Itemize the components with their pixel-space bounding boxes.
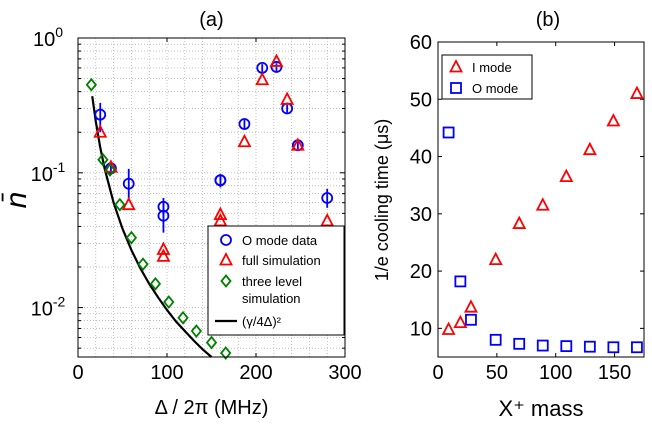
panel-b-point-square [465, 313, 477, 326]
panel-b-y-tick-label: 40 [410, 147, 432, 169]
panel-b-y-tick-label: 30 [410, 204, 432, 226]
panel-a-point-triangle [156, 241, 171, 255]
panel-a-point-triangle [255, 71, 270, 86]
panel-b-point-triangle [559, 168, 574, 182]
panel-a-title: (a) [199, 9, 223, 31]
panel-a-point-circle [94, 108, 107, 121]
panel-a-y-tick-label: 10-1 [31, 159, 66, 186]
panel-b-point-triangle [488, 251, 503, 266]
panel-a-point-diamond [205, 335, 218, 350]
panel-a-axes-box [77, 37, 346, 358]
panel-b-legend-marker [449, 59, 463, 73]
panel-a-point-diamond [220, 346, 232, 360]
panel-a-legend-label: O mode data [242, 233, 318, 248]
panel-a-legend-marker [219, 252, 233, 266]
panel-b-point-square [583, 340, 596, 353]
panel-a-point-diamond [149, 276, 162, 291]
panel-b-point-triangle [606, 113, 621, 127]
panel-a-legend-marker [220, 234, 232, 246]
panel-a-point-diamond [163, 295, 175, 309]
panel-a-point-diamond [104, 163, 116, 177]
panel-b-legend-label: I mode [472, 60, 512, 75]
panel-a-point-circle [238, 118, 251, 130]
panel-a-y-tick-label: 10-2 [31, 294, 66, 321]
panel-a-point-circle [157, 209, 170, 222]
panel-b-y-axis-label: 1/e cooling time (μs) [372, 119, 392, 281]
panel-a-point-diamond [125, 230, 138, 245]
panel-a-point-circle [270, 61, 283, 73]
panel-b-legend-label: O mode [472, 81, 518, 96]
panel-a-point-triangle [280, 91, 295, 105]
panel-a-point-diamond [97, 152, 109, 167]
panel-b-point-triangle [629, 85, 644, 99]
panel-b-legend-marker [450, 82, 462, 94]
panel-a-point-diamond [190, 324, 203, 338]
panel-a-y-tick-exponent: 0 [55, 24, 63, 40]
panel-a-x-axis-label: Δ / 2π (MHz) [155, 397, 269, 419]
panel-a-point-circle [321, 192, 334, 204]
panel-a-legend-label: three level [242, 274, 302, 289]
panel-a-x-tick-label: 100 [150, 362, 183, 384]
panel-a-y-tick-label: 100 [33, 24, 63, 51]
panel-a-point-circle [214, 174, 227, 187]
panel-b-point-square [560, 340, 573, 353]
panel-b-y-tick-label: 50 [410, 89, 432, 111]
panel-b-x-tick-label: 50 [486, 362, 508, 384]
panel-a-point-triangle [121, 196, 136, 211]
panel-b-point-square [513, 337, 526, 350]
panel-a-point-diamond [85, 77, 98, 92]
panel-b-point-square [442, 126, 455, 139]
panel-b-x-tick-label: 100 [539, 362, 572, 384]
panel-b-x-axis-label: X⁺ mass [499, 396, 584, 421]
panel-b-point-square [454, 275, 467, 288]
panel-a-point-triangle [93, 124, 108, 138]
panel-a-x-tick-label: 0 [72, 362, 83, 384]
panel-b-title: (b) [536, 9, 560, 31]
panel-b-y-tick-label: 60 [410, 32, 432, 54]
panel-b-point-square [631, 341, 643, 354]
panel-b-x-tick-label: 150 [598, 362, 631, 384]
panel-a-point-triangle [156, 248, 171, 262]
panel-a-legend-label: full simulation [242, 253, 321, 268]
panel-a-point-triangle [320, 212, 335, 227]
panel-a-y-tick-exponent: -1 [53, 159, 66, 175]
panel-a-point-diamond [137, 257, 149, 272]
panel-a-legend-marker [220, 274, 232, 288]
panel-b-point-triangle [512, 215, 527, 229]
panel-a-point-triangle [290, 137, 305, 151]
panel-a-point-triangle [213, 206, 228, 220]
panel-b-x-tick-label: 0 [432, 362, 443, 384]
panel-a-theory-curve [91, 96, 213, 358]
panel-b-point-triangle [582, 141, 597, 156]
panel-a-point-diamond [114, 197, 126, 212]
panel-b-point-triangle [453, 314, 468, 329]
panel-a-point-circle [122, 177, 135, 190]
panel-b-point-square [489, 333, 502, 346]
panel-a-point-triangle [269, 53, 284, 67]
panel-a-x-tick-label: 300 [328, 362, 361, 384]
panel-b-point-square [607, 341, 620, 354]
panel-a-legend-label: simulation [242, 291, 301, 306]
panel-a-point-diamond [177, 310, 189, 325]
panel-b-point-triangle [463, 299, 478, 313]
panel-a-y-axis-label: n̄ [0, 192, 33, 209]
panel-b-point-triangle [535, 197, 550, 211]
panel-a-y-tick-exponent: -2 [53, 294, 66, 310]
panel-b-point-triangle [441, 321, 456, 335]
panel-b-y-tick-label: 20 [410, 261, 432, 283]
panel-b-point-square [536, 339, 549, 352]
panel-a-legend-label: (γ/4Δ)² [242, 314, 282, 329]
panel-a-point-triangle [237, 133, 252, 148]
panel-a-x-tick-label: 200 [239, 362, 272, 384]
panel-b-y-tick-label: 10 [410, 318, 432, 340]
panel-a-point-triangle [213, 212, 228, 227]
